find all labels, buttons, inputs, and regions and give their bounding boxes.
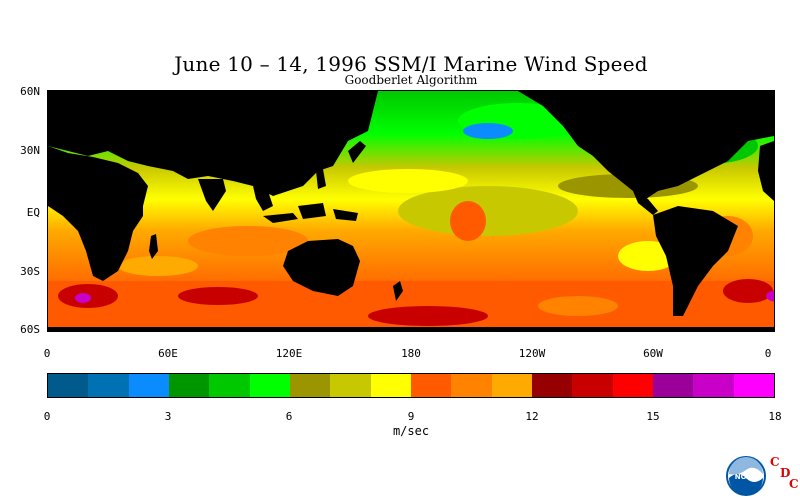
svg-text:NOAA: NOAA (735, 473, 758, 481)
lon-label-60e: 60E (158, 347, 178, 360)
colorbar-tick-3: 3 (164, 410, 172, 423)
noaa-logo-icon: NOAA (726, 456, 766, 496)
cdc-letter-3: C (789, 477, 799, 491)
colorbar-swatch (612, 374, 653, 397)
lon-label-180: 180 (401, 347, 421, 360)
colorbar-swatch (733, 374, 774, 397)
map-title: June 10 – 14, 1996 SSM/I Marine Wind Spe… (174, 52, 648, 76)
colorbar (47, 373, 775, 398)
colorbar-swatch (168, 374, 210, 397)
colorbar-swatch (48, 374, 89, 397)
lat-label-30n: 30N (20, 144, 40, 157)
colorbar-swatch (370, 374, 411, 397)
colorbar-swatch (572, 374, 613, 397)
lon-label-0-right: 0 (764, 347, 772, 360)
colorbar-tick-15: 15 (646, 410, 660, 423)
lon-label-120e: 120E (275, 347, 303, 360)
colorbar-swatch (128, 374, 169, 397)
cdc-letter-2: D (780, 466, 791, 480)
colorbar-swatch (652, 374, 694, 397)
colorbar-swatch (531, 374, 573, 397)
lon-label-60w: 60W (643, 347, 663, 360)
colorbar-swatch (451, 374, 492, 397)
colorbar-tick-9: 9 (407, 410, 415, 423)
colorbar-tick-12: 12 (525, 410, 539, 423)
wind-speed-map (47, 90, 775, 332)
colorbar-swatch (330, 374, 371, 397)
colorbar-units: m/sec (392, 424, 430, 438)
lon-label-0: 0 (43, 347, 51, 360)
colorbar-swatch (491, 374, 532, 397)
map-subtitle: Goodberlet Algorithm (344, 73, 478, 87)
cdc-letter-1: C (770, 455, 780, 469)
colorbar-swatch (249, 374, 290, 397)
colorbar-swatch (693, 374, 734, 397)
colorbar-swatch (209, 374, 250, 397)
colorbar-tick-6: 6 (285, 410, 293, 423)
colorbar-swatch (289, 374, 331, 397)
lat-label-60n: 60N (20, 85, 40, 98)
lat-label-eq: EQ (26, 206, 40, 219)
colorbar-swatch (410, 374, 452, 397)
colorbar-tick-0: 0 (43, 410, 51, 423)
land-masses (48, 91, 774, 331)
lat-label-60s: 60S (20, 323, 40, 336)
lon-label-120w: 120W (518, 347, 546, 360)
colorbar-swatch (88, 374, 129, 397)
colorbar-tick-18: 18 (768, 410, 782, 423)
lat-label-30s: 30S (20, 265, 40, 278)
